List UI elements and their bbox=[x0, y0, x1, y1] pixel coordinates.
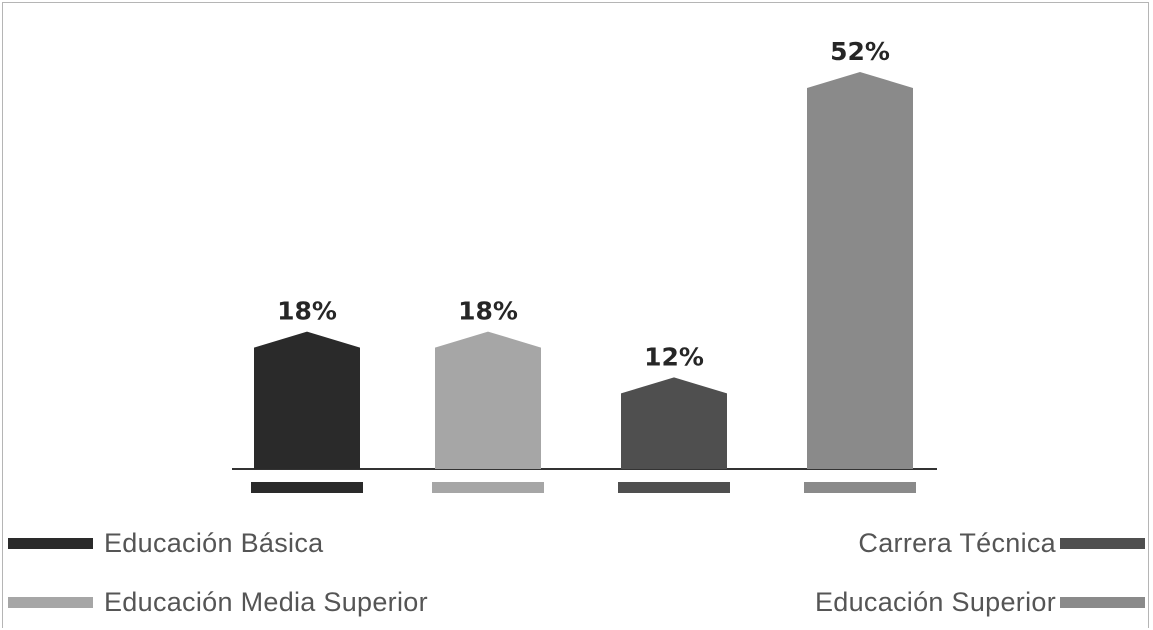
value-label-educacion-media-superior: 18% bbox=[458, 297, 518, 326]
legend-label-carrera-tecnica: Carrera Técnica bbox=[858, 527, 1056, 558]
value-labels-group: 18% 18% 12% 52% bbox=[277, 37, 890, 371]
category-markers-group bbox=[251, 482, 916, 493]
value-label-educacion-superior: 52% bbox=[830, 37, 890, 66]
legend-label-educacion-media-superior: Educación Media Superior bbox=[104, 586, 428, 617]
legend-swatch-carrera-tecnica bbox=[1060, 537, 1145, 549]
legend-item-educacion-superior: Educación Superior bbox=[815, 582, 1145, 622]
bar-educacion-media-superior bbox=[435, 331, 541, 469]
bar-carrera-tecnica bbox=[621, 377, 727, 469]
bars-group bbox=[254, 72, 913, 469]
bar-educacion-superior bbox=[807, 72, 913, 469]
category-marker-carrera-tecnica bbox=[618, 482, 730, 493]
legend-label-educacion-basica: Educación Básica bbox=[104, 527, 324, 558]
category-marker-educacion-media-superior bbox=[432, 482, 544, 493]
category-marker-educacion-basica bbox=[251, 482, 363, 493]
legend-swatch-educacion-media-superior bbox=[8, 596, 93, 608]
legend-item-carrera-tecnica: Carrera Técnica bbox=[858, 523, 1145, 563]
legend-swatch-educacion-basica bbox=[8, 537, 93, 549]
value-label-educacion-basica: 18% bbox=[277, 297, 337, 326]
legend-label-educacion-superior: Educación Superior bbox=[814, 586, 1056, 617]
value-label-carrera-tecnica: 12% bbox=[644, 342, 704, 371]
bar-educacion-basica bbox=[254, 331, 360, 469]
legend-item-educacion-media-superior: Educación Media Superior bbox=[8, 582, 428, 622]
legend-swatch-educacion-superior bbox=[1060, 596, 1145, 608]
legend-item-educacion-basica: Educación Básica bbox=[8, 523, 323, 563]
category-marker-educacion-superior bbox=[804, 482, 916, 493]
